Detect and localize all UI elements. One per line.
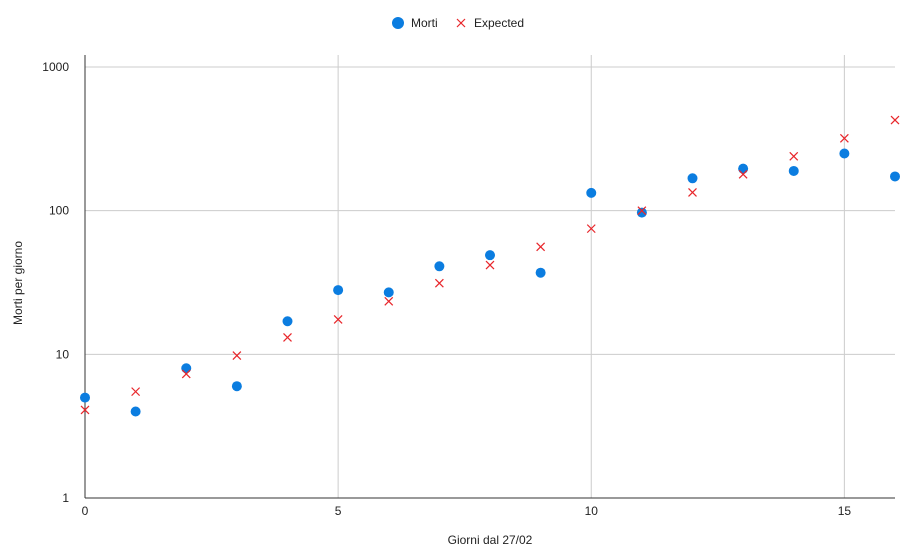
legend-marker-expected — [456, 18, 466, 28]
point-expected — [839, 133, 849, 143]
point-expected — [485, 260, 495, 270]
point-expected — [738, 169, 748, 179]
x-tick-label: 15 — [838, 504, 852, 518]
point-morti — [333, 285, 344, 296]
gridlines — [85, 55, 895, 498]
point-expected — [688, 187, 697, 197]
point-expected — [536, 242, 546, 252]
point-expected — [586, 224, 596, 234]
y-tick-label: 100 — [49, 204, 69, 218]
x-tick-label: 10 — [585, 504, 599, 518]
point-morti — [738, 163, 749, 174]
point-expected — [80, 405, 90, 415]
legend-x-mark — [456, 18, 466, 28]
point-expected — [333, 314, 343, 324]
x-axis-title: Giorni dal 27/02 — [448, 533, 533, 547]
legend-label-morti: Morti — [411, 16, 438, 30]
point-morti — [80, 392, 90, 403]
legend-marker-morti — [392, 17, 404, 29]
point-expected — [434, 278, 444, 288]
point-morti — [485, 250, 495, 261]
point-expected — [384, 296, 394, 306]
point-expected — [890, 115, 900, 125]
point-morti — [535, 267, 546, 278]
point-morti — [636, 207, 647, 218]
point-morti — [181, 363, 192, 374]
tick-labels: 1 10 100 1000 0 5 10 15 — [42, 60, 851, 518]
x-tick-label: 0 — [82, 504, 89, 518]
y-tick-label: 10 — [56, 347, 70, 361]
point-expected — [181, 369, 191, 379]
point-expected — [789, 151, 799, 161]
y-tick-label: 1000 — [42, 60, 69, 74]
data-points — [80, 115, 900, 417]
point-expected — [283, 333, 292, 342]
point-expected — [232, 351, 242, 361]
point-morti — [586, 187, 597, 198]
legend: Morti Expected — [392, 16, 524, 30]
point-morti — [434, 261, 445, 272]
y-tick-label: 1 — [62, 491, 69, 505]
point-expected — [637, 206, 647, 216]
point-expected — [131, 387, 141, 397]
y-axis-title: Morti per giorno — [11, 241, 25, 325]
point-morti — [282, 316, 293, 327]
point-morti — [383, 287, 394, 298]
point-morti — [231, 381, 242, 392]
x-tick-label: 5 — [335, 504, 342, 518]
point-morti — [890, 171, 900, 182]
point-morti — [839, 148, 850, 159]
point-morti — [130, 406, 141, 417]
point-morti — [687, 173, 698, 184]
legend-label-expected: Expected — [474, 16, 524, 30]
axes — [84, 55, 895, 499]
point-morti — [788, 165, 799, 176]
